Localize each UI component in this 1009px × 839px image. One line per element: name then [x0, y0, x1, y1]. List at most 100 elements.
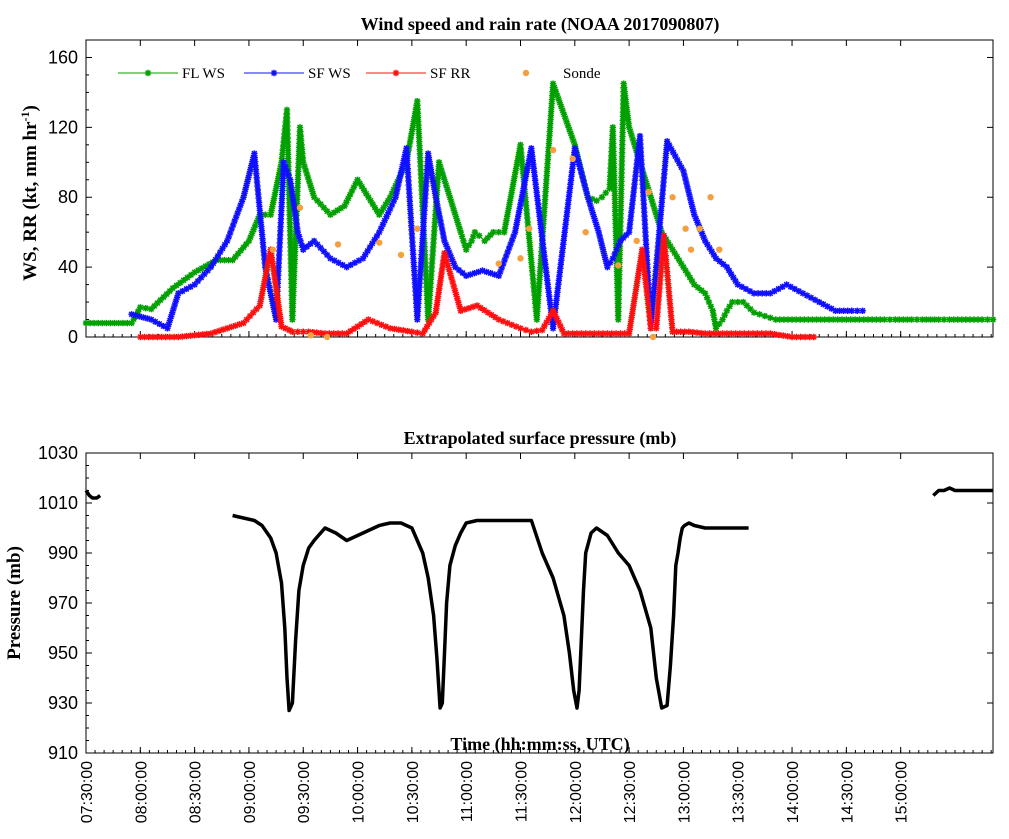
- data-point-fl-ws: [137, 304, 144, 311]
- data-point-fl-ws: [294, 192, 301, 199]
- data-point-fl-ws: [289, 312, 296, 319]
- data-point-fl-ws: [618, 157, 626, 165]
- data-point-fl-ws: [484, 234, 491, 242]
- data-point-fl-ws: [780, 316, 788, 323]
- data-point-fl-ws: [621, 88, 628, 95]
- data-point-sf-ws: [577, 165, 584, 172]
- data-point-sf-rr: [660, 232, 668, 239]
- data-point-fl-ws: [544, 152, 552, 159]
- data-point-sf-rr: [473, 302, 481, 309]
- data-point-sf-ws: [627, 212, 635, 220]
- data-point-sf-rr: [646, 312, 653, 320]
- data-point-sf-ws: [597, 236, 604, 244]
- data-point-sf-ws: [638, 168, 646, 176]
- data-point-sf-ws: [633, 164, 640, 172]
- data-point-sf-rr: [639, 250, 646, 257]
- data-point-fl-ws: [566, 126, 573, 133]
- data-point-fl-ws: [881, 316, 888, 323]
- data-point-fl-ws: [438, 166, 445, 174]
- data-point-fl-ws: [618, 165, 625, 173]
- data-point-fl-ws: [423, 288, 430, 295]
- data-point-fl-ws: [547, 116, 554, 123]
- data-point-sf-ws: [339, 261, 346, 269]
- data-point-sf-rr: [477, 304, 484, 312]
- data-point-sf-ws: [631, 180, 638, 188]
- data-point-fl-ws: [292, 244, 299, 251]
- data-point-sf-ws: [428, 170, 435, 177]
- data-point-fl-ws: [618, 178, 625, 185]
- data-point-sf-ws: [256, 203, 263, 210]
- data-point-fl-ws: [935, 316, 942, 323]
- data-point-fl-ws: [522, 198, 529, 205]
- data-point-sf-ws: [799, 290, 807, 297]
- data-point-sf-ws: [245, 174, 252, 181]
- data-point-sf-ws: [562, 217, 570, 224]
- top-y-tick-label: 160: [48, 47, 78, 67]
- data-point-fl-ws: [283, 106, 291, 114]
- data-point-sf-rr: [436, 285, 443, 292]
- data-point-sf-ws: [508, 236, 516, 244]
- data-point-fl-ws: [378, 208, 385, 215]
- data-point-sf-ws: [557, 265, 564, 272]
- data-point-sf-ws: [420, 215, 428, 222]
- data-point-sf-ws: [678, 164, 685, 171]
- data-point-fl-ws: [286, 199, 293, 206]
- data-point-fl-ws: [503, 213, 511, 220]
- data-point-sf-ws: [226, 229, 234, 237]
- data-point-fl-ws: [548, 100, 555, 107]
- data-point-sf-rr: [419, 330, 426, 337]
- data-point-sf-rr: [391, 325, 398, 333]
- data-point-fl-ws: [919, 316, 926, 323]
- data-point-fl-ws: [427, 284, 434, 291]
- data-point-sf-ws: [512, 224, 520, 232]
- data-point-fl-ws: [624, 116, 632, 123]
- data-point-fl-ws: [619, 137, 626, 144]
- data-point-sf-ws: [657, 207, 665, 214]
- data-point-sf-rr: [637, 258, 644, 265]
- data-point-sf-rr: [270, 266, 277, 274]
- data-point-sf-ws: [406, 198, 413, 205]
- data-point-sf-ws: [795, 287, 803, 295]
- data-point-fl-ws: [618, 149, 626, 157]
- x-tick-label: 07:30:00: [79, 761, 96, 823]
- data-point-sf-ws: [634, 152, 641, 160]
- data-point-sf-ws: [654, 243, 662, 251]
- data-point-fl-ws: [684, 270, 691, 278]
- data-point-sf-ws: [655, 239, 662, 247]
- data-point-sf-ws: [331, 257, 338, 264]
- top-x-ticks: [85, 40, 992, 337]
- data-point-fl-ws: [682, 267, 689, 274]
- data-point-sf-rr: [662, 248, 669, 255]
- data-point-sf-ws: [601, 252, 608, 259]
- data-point-sf-ws: [417, 263, 424, 271]
- data-point-sf-ws: [659, 190, 666, 198]
- data-point-fl-ws: [615, 291, 623, 299]
- data-point-sf-ws: [535, 205, 542, 212]
- data-point-sf-ws: [435, 209, 443, 217]
- data-point-sf-ws: [533, 193, 541, 200]
- data-point-sf-ws: [513, 220, 520, 228]
- data-point-sf-ws: [267, 292, 275, 299]
- data-point-sf-ws: [276, 239, 283, 247]
- data-point-fl-ws: [99, 319, 106, 327]
- data-point-sf-ws: [652, 272, 659, 279]
- data-point-sf-ws: [140, 314, 147, 321]
- data-point-fl-ws: [734, 298, 741, 306]
- data-point-fl-ws: [529, 271, 536, 279]
- pressure-chart: Extrapolated surface pressure (mb) Press…: [4, 428, 994, 823]
- data-point-sf-ws: [212, 256, 219, 263]
- data-point-sf-ws: [408, 222, 415, 229]
- data-point-sf-rr: [219, 326, 227, 333]
- data-point-sf-ws: [279, 171, 287, 178]
- data-point-fl-ws: [262, 211, 269, 218]
- data-point-sf-ws: [644, 265, 651, 272]
- data-point-sf-ws: [294, 228, 302, 236]
- data-point-fl-ws: [290, 276, 298, 283]
- data-point-fl-ws: [617, 230, 624, 238]
- data-point-sf-rr: [289, 328, 296, 335]
- data-point-sf-ws: [430, 182, 437, 189]
- data-point-fl-ws: [620, 84, 628, 91]
- data-point-sf-ws: [421, 202, 428, 210]
- data-point-fl-ws: [285, 191, 293, 198]
- data-point-sf-ws: [420, 223, 427, 230]
